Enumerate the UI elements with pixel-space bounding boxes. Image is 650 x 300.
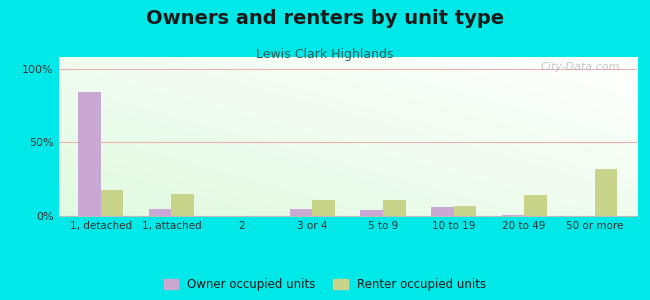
Bar — [502, 214, 524, 216]
Bar — [101, 190, 124, 216]
Bar — [149, 208, 172, 216]
Bar — [361, 210, 383, 216]
Bar — [313, 200, 335, 216]
Bar — [454, 206, 476, 216]
Text: Owners and renters by unit type: Owners and renters by unit type — [146, 9, 504, 28]
Text: City-Data.com: City-Data.com — [540, 62, 619, 72]
Bar — [595, 169, 618, 216]
Text: Lewis Clark Highlands: Lewis Clark Highlands — [256, 48, 394, 61]
Bar — [383, 200, 406, 216]
Bar — [78, 92, 101, 216]
Bar — [172, 194, 194, 216]
Legend: Owner occupied units, Renter occupied units: Owner occupied units, Renter occupied un… — [164, 278, 486, 291]
Bar — [524, 195, 547, 216]
Bar — [431, 207, 454, 216]
Bar — [290, 208, 313, 216]
